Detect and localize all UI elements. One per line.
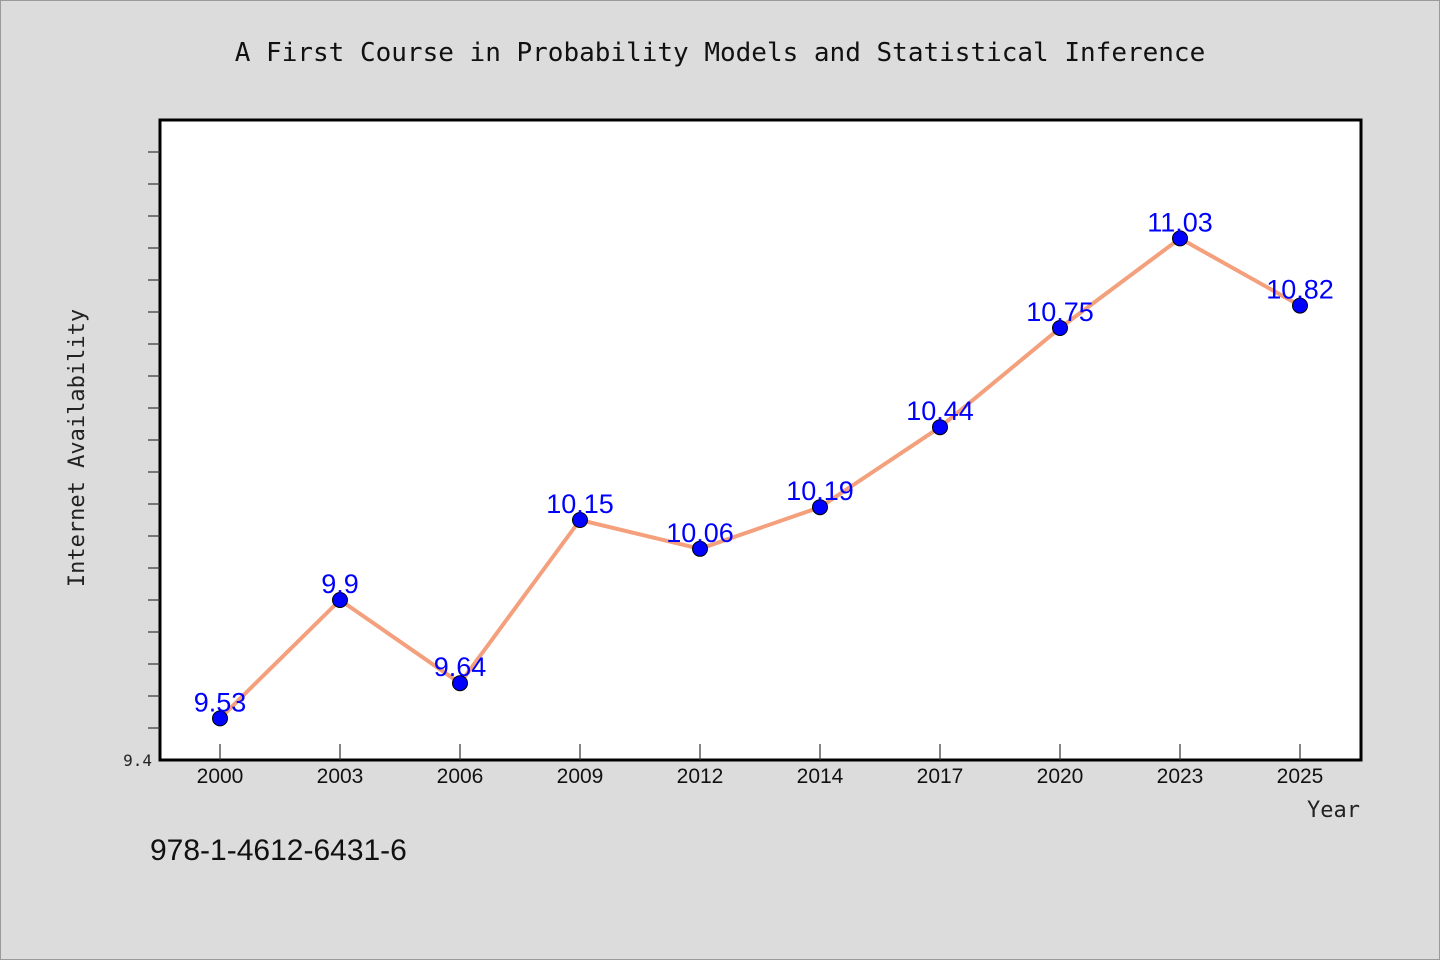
data-point-2012 (692, 540, 708, 557)
x-tick-label: 2017 (917, 765, 964, 788)
data-point-2014 (812, 499, 828, 516)
x-tick-label: 2006 (437, 765, 484, 788)
isbn-footer: 978-1-4612-6431-6 (150, 834, 407, 867)
x-tick-label: 2023 (1157, 765, 1204, 788)
x-tick-label: 2014 (797, 765, 844, 788)
data-point-2003 (332, 592, 348, 608)
x-tick-label: 2003 (317, 765, 364, 788)
plot-area (158, 118, 1363, 762)
data-point-2009 (572, 512, 588, 528)
series-line (218, 236, 1302, 721)
data-point-2023 (1172, 230, 1188, 247)
data-label-2000: 9.53 (194, 687, 247, 717)
data-label-2023: 11.03 (1147, 207, 1213, 237)
series-markers (212, 230, 1308, 727)
x-axis-ticks (219, 744, 1301, 760)
data-label-2012: 10.06 (666, 518, 734, 548)
data-label-2025: 10.82 (1266, 275, 1334, 305)
data-label-2017: 10.44 (906, 396, 974, 426)
x-axis-label: Year (1307, 798, 1360, 823)
x-tick-label: 2025 (1277, 765, 1324, 788)
y-axis-label: Internet Availability (65, 309, 90, 587)
data-label-2014: 10.19 (786, 476, 854, 506)
x-tick-label: 2000 (197, 765, 244, 788)
data-label-2009: 10.15 (546, 489, 614, 519)
data-labels: 9.53 9.9 9.64 10.15 10.06 10.19 10.44 10.75 11.0… (194, 207, 1334, 717)
x-tick-label: 2020 (1037, 765, 1084, 788)
data-point-2025 (1292, 297, 1308, 314)
y-axis-ticks (148, 151, 160, 729)
series-group: 9.53 9.9 9.64 10.15 10.06 10.19 10.44 10.75 11.0… (194, 207, 1334, 727)
data-point-2020 (1052, 320, 1068, 336)
data-point-2017 (932, 419, 948, 436)
data-point-2006 (452, 675, 468, 692)
x-tick-label: 2012 (677, 765, 724, 788)
x-tick-label: 2009 (557, 765, 604, 788)
data-label-2003: 9.9 (321, 569, 359, 599)
data-label-2020: 10.75 (1026, 297, 1094, 327)
y-tick-label: 9.4 (123, 751, 152, 770)
chart-title: A First Course in Probability Models and… (235, 38, 1206, 68)
data-label-2006: 9.64 (434, 652, 487, 682)
x-axis-tick-labels: 2000 2003 2006 2009 2012 2014 2017 2020 2023 2025 (197, 765, 1324, 788)
data-point-2000 (212, 710, 228, 727)
